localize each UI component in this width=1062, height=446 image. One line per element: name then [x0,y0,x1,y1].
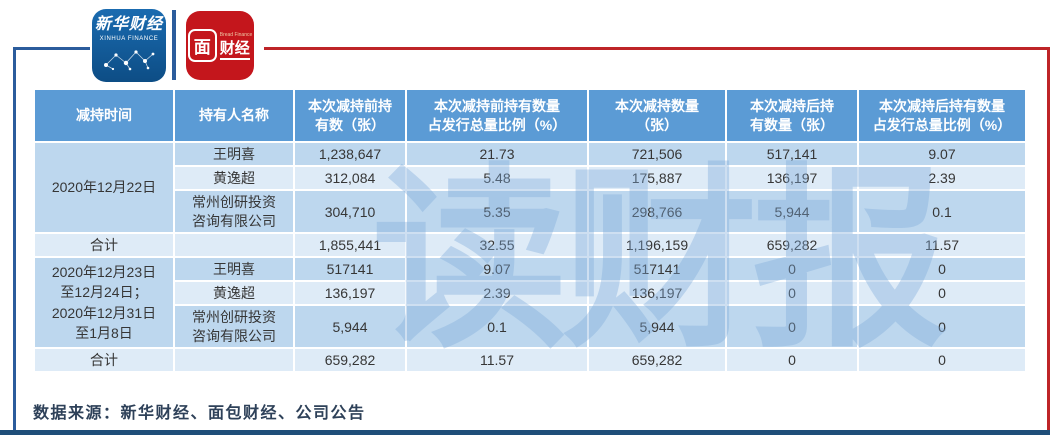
holder-cell: 黄逸超 [173,280,295,306]
before-cell: 1,855,441 [293,232,407,258]
before-pct-cell: 5.35 [405,189,589,234]
after-cell: 659,282 [725,232,859,258]
col-header-before-pct: 本次减持前持有数量 占发行总量比例（%） [405,88,589,143]
holder-cell: 王明喜 [173,256,295,282]
after-cell: 5,944 [725,189,859,234]
col-header-after: 本次减持后持 有数量（张） [725,88,859,143]
before-cell: 5,944 [293,304,407,349]
holder-cell: 黄逸超 [173,165,295,191]
table-row: 常州创研投资 咨询有限公司 304,710 5.35 298,766 5,944… [34,189,1027,234]
reduced-cell: 175,887 [587,165,727,191]
data-source-note: 数据来源：新华财经、面包财经、公司公告 [33,405,366,422]
after-pct-cell: 11.57 [857,232,1027,258]
total-row: 合计 1,855,441 32.55 1,196,159 659,282 11.… [33,232,1027,258]
col-header-before: 本次减持前持 有数（张） [293,88,407,143]
network-dots-icon [92,46,166,77]
logo-divider-line [172,10,176,80]
bread-logo-boxed-char: 面 [187,29,217,62]
after-cell: 0 [725,280,859,306]
xinhua-logo-en-text: XINHUA FINANCE [99,36,159,42]
reduced-cell: 298,766 [587,189,727,234]
total-label-cell: 合计 [33,347,175,373]
after-pct-cell: 0 [857,304,1027,349]
holder-cell: 王明喜 [173,141,295,167]
reduced-cell: 5,944 [587,304,727,349]
before-cell: 517141 [293,256,407,282]
right-border [1047,47,1050,433]
total-label-cell: 合计 [33,232,175,258]
before-cell: 1,238,647 [293,141,407,167]
holdings-reduction-table: 减持时间 持有人名称 本次减持前持 有数（张） 本次减持前持有数量 占发行总量比… [33,88,1027,373]
before-cell: 304,710 [293,189,407,234]
after-pct-cell: 2.39 [857,165,1027,191]
after-pct-cell: 0 [857,280,1027,306]
before-pct-cell: 21.73 [405,141,589,167]
after-cell: 0 [725,256,859,282]
reduced-cell: 721,506 [587,141,727,167]
after-pct-cell: 0 [857,256,1027,282]
table-row: 黄逸超 312,084 5.48 175,887 136,197 2.39 [34,165,1027,191]
before-cell: 312,084 [293,165,407,191]
table-row: 2020年12月22日 王明喜 1,238,647 21.73 721,506 … [33,141,1027,234]
before-pct-cell: 32.55 [405,232,589,258]
table-row: 2020年12月23日 至12月24日； 2020年12月31日 至1月8日 王… [33,256,1027,349]
left-border [13,47,16,430]
reduced-cell: 136,197 [587,280,727,306]
before-cell: 659,282 [293,347,407,373]
holder-cell: 常州创研投资 咨询有限公司 [173,304,295,349]
after-cell: 136,197 [725,165,859,191]
after-cell: 0 [725,304,859,349]
bread-logo-en-text: Bread Finance [219,31,253,38]
before-pct-cell: 9.07 [405,256,589,282]
after-pct-cell: 0 [857,347,1027,373]
col-header-reduced: 本次减持数量 （张） [587,88,727,143]
reduced-cell: 1,196,159 [587,232,727,258]
empty-cell [173,347,295,373]
col-header-period: 减持时间 [33,88,175,143]
before-pct-cell: 0.1 [405,304,589,349]
reduced-cell: 517141 [587,256,727,282]
reduced-cell: 659,282 [587,347,727,373]
empty-cell [173,232,295,258]
before-pct-cell: 11.57 [405,347,589,373]
before-cell: 136,197 [293,280,407,306]
period-cell: 2020年12月23日 至12月24日； 2020年12月31日 至1月8日 [33,256,175,349]
col-header-after-pct: 本次减持后持有数量 占发行总量比例（%） [857,88,1027,143]
after-pct-cell: 9.07 [857,141,1027,167]
xinhua-finance-logo: 新华财经 XINHUA FINANCE [92,9,166,82]
bread-finance-logo: 面 Bread Finance 财经 [186,11,254,80]
top-border-blue-segment [13,47,90,50]
after-pct-cell: 0.1 [857,189,1027,234]
holder-cell: 常州创研投资 咨询有限公司 [173,189,295,234]
bread-logo-cn-text: 财经 [219,39,250,60]
after-cell: 0 [725,347,859,373]
before-pct-cell: 2.39 [405,280,589,306]
before-pct-cell: 5.48 [405,165,589,191]
total-row: 合计 659,282 11.57 659,282 0 0 [33,347,1027,373]
xinhua-logo-cn-text: 新华财经 [94,16,163,33]
after-cell: 517,141 [725,141,859,167]
table-row: 黄逸超 136,197 2.39 136,197 0 0 [34,280,1027,306]
bottom-bar [0,430,1050,435]
period-cell: 2020年12月22日 [33,141,175,234]
col-header-holder: 持有人名称 [173,88,295,143]
table-header-row: 减持时间 持有人名称 本次减持前持 有数（张） 本次减持前持有数量 占发行总量比… [33,88,1027,143]
table-row: 常州创研投资 咨询有限公司 5,944 0.1 5,944 0 0 [34,304,1027,349]
top-border-red-segment [264,47,1050,50]
